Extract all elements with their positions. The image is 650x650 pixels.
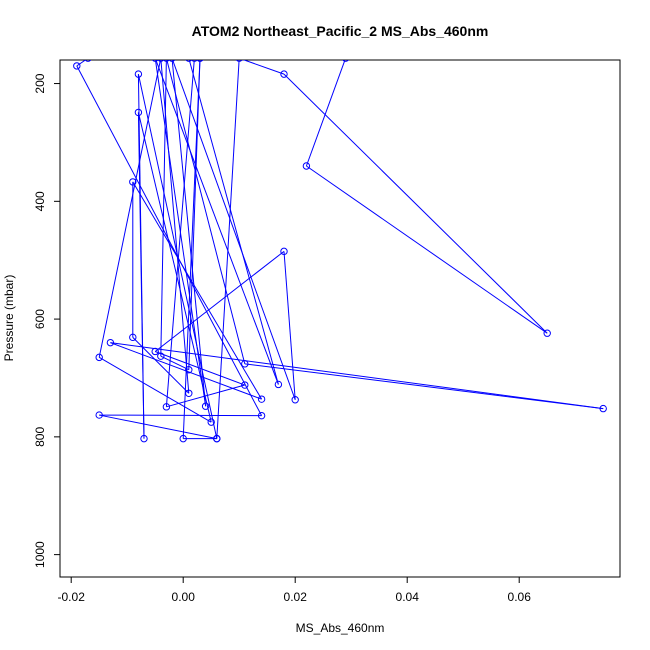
data-point [84,60,92,62]
series-line-segment [188,60,279,385]
data-point [191,60,198,62]
series-line-segment [99,414,217,440]
series-line-segment [244,363,604,410]
data-point [151,60,159,62]
data-point [129,333,137,342]
data-point [185,366,193,374]
y-tick-label: 600 [33,309,47,329]
series-line-segment [182,60,201,439]
series-line-segment [160,60,167,357]
x-tick-label: 0.02 [284,590,308,604]
series-line-segment [155,60,279,385]
chart-title: ATOM2 Northeast_Pacific_2 MS_Abs_460nm [192,23,489,39]
y-tick-label: 1000 [33,541,47,568]
data-point [257,395,266,403]
series-line-segment [76,65,263,416]
data-point [134,108,143,117]
data-point [134,70,143,78]
x-tick-label: 0.04 [396,590,420,604]
series-line-segment [137,112,212,423]
series-line-segment [76,60,87,67]
data-point [185,389,193,397]
series-line-segment [166,60,246,364]
data-point [157,352,165,360]
data-point [196,60,204,62]
series-line-segment [110,342,604,410]
data-point [213,434,221,443]
data-point [280,70,288,78]
series-line-segment [172,60,296,400]
series-line-segment [98,356,212,423]
x-axis: -0.02 0.00 0.02 0.04 0.06 [58,576,532,604]
series-line-segment [283,251,296,400]
data-point [235,60,243,62]
series-line-segment [306,165,548,334]
data-point [599,404,607,413]
series-line-segment [283,73,548,334]
data-point [162,403,171,411]
data-point [73,62,81,70]
data-series [73,60,607,443]
data-point [291,396,299,404]
y-tick-label: 400 [33,191,47,211]
x-tick-label: 0.00 [172,590,196,604]
data-point [157,60,165,62]
series-line-segment [132,181,263,400]
data-point [241,381,249,389]
series-line-segment [305,60,346,167]
series-line-segment [137,112,145,439]
data-point [151,347,159,356]
data-point [95,353,103,362]
series-line-segment [165,60,195,407]
data-point [163,60,170,62]
data-point [543,329,551,337]
data-point [241,360,249,368]
data-point [342,60,349,62]
series-line-segment [98,60,161,358]
data-point [168,60,176,62]
data-point [280,247,288,256]
series-line-segment [242,60,285,75]
data-point [201,402,210,410]
data-point [185,60,193,62]
y-axis: 200 400 600 800 1000 [33,73,61,568]
x-tick-label: -0.02 [58,590,86,604]
data-point [274,380,283,389]
series-line-segment [216,60,240,439]
series-line-segment [154,250,285,352]
data-point [302,162,311,170]
y-tick-label: 800 [33,427,47,447]
series-line-segment [99,414,262,417]
x-axis-label: MS_Abs_460nm [296,621,385,635]
data-point [179,434,187,443]
series-line-segment [171,60,207,407]
data-point [257,411,266,420]
x-tick-label: 0.06 [508,590,532,604]
y-axis-label: Pressure (mbar) [2,275,16,362]
data-point [207,418,215,426]
data-point [106,338,115,347]
series-line-segment [166,384,245,408]
data-point [140,434,148,443]
series-line-segment [160,355,190,371]
data-point [95,411,103,419]
data-point [129,178,137,186]
y-tick-label: 200 [33,73,47,93]
